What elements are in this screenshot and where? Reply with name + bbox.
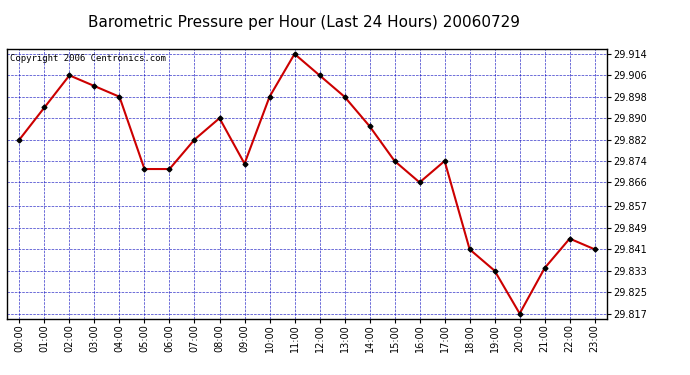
Text: Copyright 2006 Centronics.com: Copyright 2006 Centronics.com bbox=[10, 54, 166, 63]
Text: Barometric Pressure per Hour (Last 24 Hours) 20060729: Barometric Pressure per Hour (Last 24 Ho… bbox=[88, 15, 520, 30]
